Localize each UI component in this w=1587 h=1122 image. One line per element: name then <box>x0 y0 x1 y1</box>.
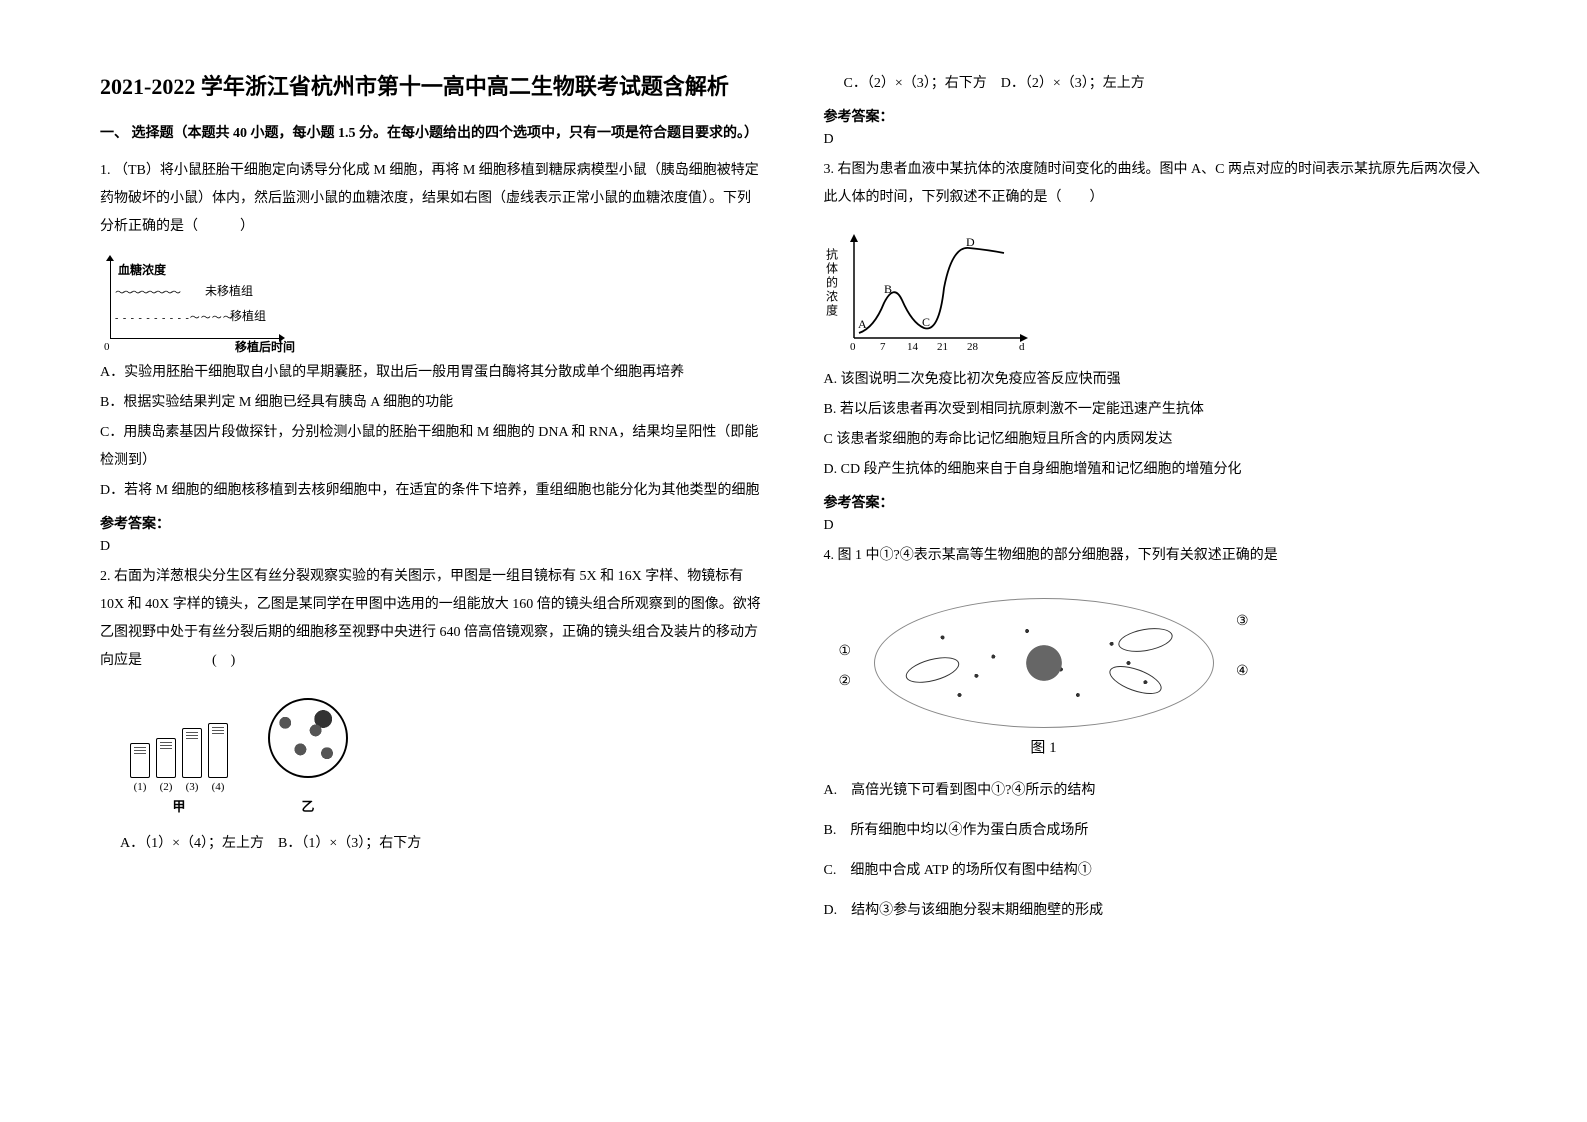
q2-stem: 2. 右面为洋葱根尖分生区有丝分裂观察实验的有关图示，甲图是一组目镜标有 5X … <box>100 563 764 675</box>
q1-optB: B．根据实验结果判定 M 细胞已经具有胰岛 A 细胞的功能 <box>100 389 764 417</box>
fig1-line2-label: 移植组 <box>230 307 266 324</box>
q3-optD: D. CD 段产生抗体的细胞来自于自身细胞增殖和记忆细胞的增殖分化 <box>824 456 1488 484</box>
q1-answer: D <box>100 539 764 555</box>
label-2: ② <box>839 673 852 690</box>
q1-stem: 1. （TB）将小鼠胚胎干细胞定向诱导分化成 M 细胞，再将 M 细胞移植到糖尿… <box>100 157 764 241</box>
q3-answer-label: 参考答案： <box>824 492 1488 512</box>
point-D: D <box>966 235 975 249</box>
q3-optC: C 该患者浆细胞的寿命比记忆细胞短且所含的内质网发达 <box>824 426 1488 454</box>
label-4: ④ <box>1236 663 1249 680</box>
exam-title: 2021-2022 学年浙江省杭州市第十一高中高二生物联考试题含解析 <box>100 70 764 103</box>
q2-optAB: A．（1）×（4）；左上方 B．（1）×（3）；右下方 <box>100 830 764 858</box>
q1-optD: D．若将 M 细胞的细胞核移植到去核卵细胞中，在适宜的条件下培养，重组细胞也能分… <box>100 477 764 505</box>
fig1-ylabel: 血糖浓度 <box>118 261 166 278</box>
q4-optB: B. 所有细胞中均以④作为蛋白质合成场所 <box>824 817 1488 845</box>
q3-figure: 抗体的浓度 0 7 14 21 28 d A B C D <box>824 228 1044 358</box>
q4-optC: C. 细胞中合成 ATP 的场所仅有图中结构① <box>824 857 1488 885</box>
tick-28: 28 <box>967 341 979 353</box>
q4-optD: D. 结构③参与该细胞分裂末期细胞壁的形成 <box>824 897 1488 925</box>
lens-1: (1) <box>134 781 147 793</box>
q2-answer-label: 参考答案： <box>824 106 1488 126</box>
q2-optCD: C．（2）×（3）；右下方 D．（2）×（3）；左上方 <box>824 70 1488 98</box>
section-header: 一、 选择题（本题共 40 小题，每小题 1.5 分。在每小题给出的四个选项中，… <box>100 123 764 145</box>
point-C: C <box>922 315 930 329</box>
tick-14: 14 <box>907 341 919 353</box>
tick-7: 7 <box>880 341 886 353</box>
fig1-line1: 〜〜〜〜〜〜〜〜 <box>115 284 179 299</box>
q2-answer: D <box>824 132 1488 148</box>
point-A: A <box>858 317 867 331</box>
microscope-view-icon <box>268 698 348 778</box>
tick-21: 21 <box>937 341 948 353</box>
q4-stem: 4. 图 1 中①?④表示某高等生物细胞的部分细胞器，下列有关叙述正确的是 <box>824 542 1488 570</box>
fig1-line2: - - - - - - - - - -〜〜〜〜 <box>115 309 234 324</box>
label-3: ③ <box>1236 613 1249 630</box>
lens-4: (4) <box>212 781 225 793</box>
q3-answer: D <box>824 518 1488 534</box>
fig4-caption: 图 1 <box>869 736 1219 757</box>
q4-optA: A. 高倍光镜下可看到图中①?④所示的结构 <box>824 777 1488 805</box>
q3-optA: A. 该图说明二次免疫比初次免疫应答反应快而强 <box>824 366 1488 394</box>
right-column: C．（2）×（3）；右下方 D．（2）×（3）；左上方 参考答案： D 3. 右… <box>824 70 1488 1082</box>
point-B: B <box>884 282 892 296</box>
q1-optC: C．用胰岛素基因片段做探针，分别检测小鼠的胚胎干细胞和 M 细胞的 DNA 和 … <box>100 419 764 475</box>
q3-optB: B. 若以后该患者再次受到相同抗原刺激不一定能迅速产生抗体 <box>824 396 1488 424</box>
q2-fig-left-label: 甲 <box>130 796 228 815</box>
q1-optA: A．实验用胚胎干细胞取自小鼠的早期囊胚，取出后一般用胃蛋白酶将其分散成单个细胞再… <box>100 359 764 387</box>
fig1-zero: 0 <box>104 341 110 353</box>
tick-d: d <box>1019 341 1025 353</box>
q2-fig-right-label: 乙 <box>268 796 348 815</box>
lens-3: (3) <box>186 781 199 793</box>
q2-figure: (1) (2) (3) (4) 甲 乙 <box>130 698 764 815</box>
q3-stem: 3. 右图为患者血液中某抗体的浓度随时间变化的曲线。图中 A、C 两点对应的时间… <box>824 156 1488 212</box>
q4-figure: ① ② ③ ④ 图 1 <box>864 588 1224 767</box>
fig1-xlabel: 移植后时间 <box>235 338 295 355</box>
fig3-ylabel: 抗体的浓度 <box>824 248 841 318</box>
fig1-line1-label: 未移植组 <box>205 282 253 299</box>
left-column: 2021-2022 学年浙江省杭州市第十一高中高二生物联考试题含解析 一、 选择… <box>100 70 764 1082</box>
q1-figure: 血糖浓度 〜〜〜〜〜〜〜〜 未移植组 - - - - - - - - - -〜〜… <box>100 259 300 349</box>
lens-2: (2) <box>160 781 173 793</box>
label-1: ① <box>839 643 852 660</box>
tick-0: 0 <box>850 341 856 353</box>
q1-answer-label: 参考答案： <box>100 513 764 533</box>
